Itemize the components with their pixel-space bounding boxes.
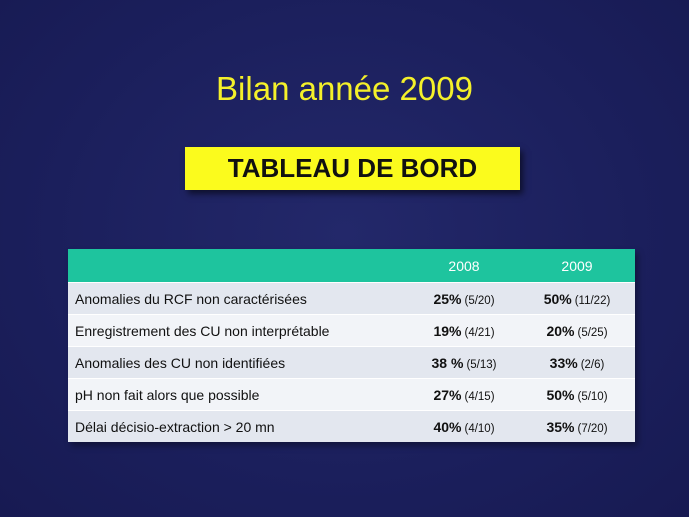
header-2008: 2008 <box>409 249 519 283</box>
row-label: Délai décisio-extraction > 20 mn <box>68 410 409 442</box>
percent: 50% <box>543 290 572 307</box>
value-2008: 27% (4/15) <box>409 378 519 411</box>
banner-label: TABLEAU DE BORD <box>227 153 478 183</box>
fraction: (5/10) <box>577 390 608 403</box>
fraction: (5/25) <box>577 326 608 339</box>
percent: 50% <box>546 386 575 403</box>
percent: 35% <box>546 418 575 435</box>
percent: 38 % <box>431 354 464 371</box>
percent: 19% <box>433 322 462 339</box>
table-row: Délai décisio-extraction > 20 mn 40% (4/1… <box>68 410 635 442</box>
fraction: (5/20) <box>464 294 495 307</box>
row-label: Anomalies du RCF non caractérisées <box>68 282 409 315</box>
row-label: Enregistrement des CU non interprétable <box>68 314 409 347</box>
fraction: (2/6) <box>580 358 605 371</box>
percent: 27% <box>433 386 462 403</box>
dashboard-banner: TABLEAU DE BORD <box>185 147 520 190</box>
value-2009: 50% (5/10) <box>519 378 635 411</box>
value-2009: 33% (2/6) <box>519 346 635 379</box>
percent: 33% <box>549 354 578 371</box>
value-2009: 50% (11/22) <box>519 282 635 315</box>
percent: 20% <box>546 322 575 339</box>
table-row: Enregistrement des CU non interprétable … <box>68 314 635 347</box>
table-row: Anomalies des CU non identifiées 38 % (5/… <box>68 346 635 379</box>
value-2008: 19% (4/21) <box>409 314 519 347</box>
percent: 40% <box>433 418 462 435</box>
fraction: (7/20) <box>577 422 608 435</box>
percent: 25% <box>433 290 462 307</box>
value-2009: 35% (7/20) <box>519 410 635 442</box>
fraction: (5/13) <box>466 358 497 371</box>
row-label: pH non fait alors que possible <box>68 378 409 411</box>
fraction: (4/15) <box>464 390 495 403</box>
value-2009: 20% (5/25) <box>519 314 635 347</box>
table-row: Anomalies du RCF non caractérisées 25% (5… <box>68 282 635 315</box>
fraction: (11/22) <box>574 294 611 307</box>
value-2008: 38 % (5/13) <box>409 346 519 379</box>
row-label: Anomalies des CU non identifiées <box>68 346 409 379</box>
table-row: pH non fait alors que possible 27% (4/15)… <box>68 378 635 411</box>
fraction: (4/21) <box>464 326 495 339</box>
fraction: (4/10) <box>464 422 495 435</box>
value-2008: 25% (5/20) <box>409 282 519 315</box>
header-2009: 2009 <box>519 249 635 283</box>
results-table-container: 2008 2009 Anomalies du RCF non caractéri… <box>68 249 635 442</box>
header-label-cell <box>68 249 409 283</box>
table-header-row: 2008 2009 <box>68 249 635 283</box>
results-table: 2008 2009 Anomalies du RCF non caractéri… <box>68 249 635 442</box>
value-2008: 40% (4/10) <box>409 410 519 442</box>
slide-title: Bilan année 2009 <box>216 70 473 107</box>
